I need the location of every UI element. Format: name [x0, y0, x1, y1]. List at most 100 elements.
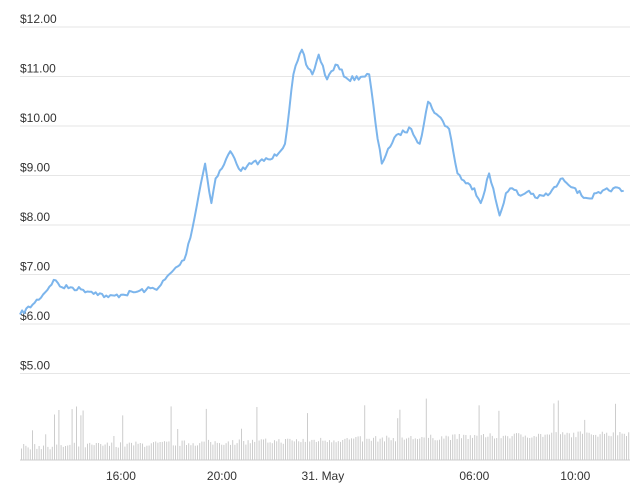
volume-bar: [168, 441, 170, 460]
volume-bar: [555, 432, 557, 460]
volume-bar: [267, 442, 269, 460]
volume-bar: [293, 441, 295, 460]
volume-bar: [511, 436, 513, 460]
volume-bar: [311, 439, 313, 460]
volume-bar: [124, 446, 126, 460]
volume-bar: [221, 444, 223, 460]
volume-bar: [450, 440, 451, 460]
volume-bar: [144, 446, 146, 460]
volume-bar: [194, 445, 196, 460]
volume-bar: [340, 441, 341, 460]
x-tick-label: 31. May: [302, 469, 345, 483]
volume-bar: [377, 441, 379, 460]
y-tick-label: $7.00: [20, 260, 50, 274]
volume-bar: [606, 432, 608, 460]
volume-bar: [296, 439, 297, 460]
volume-bar: [188, 443, 190, 460]
volume-bar: [260, 439, 262, 460]
volume-bar: [368, 438, 370, 460]
volume-bar: [604, 433, 605, 460]
volume-bar: [524, 435, 526, 460]
volume-bar: [78, 446, 80, 460]
volume-bar: [421, 437, 423, 460]
volume-bar: [456, 438, 458, 460]
volume-bar: [40, 449, 42, 460]
volume-bar: [298, 441, 300, 460]
volume-bar: [546, 434, 548, 460]
volume-bar: [32, 430, 33, 460]
volume-bar: [27, 447, 29, 460]
volume-bar: [216, 442, 218, 460]
volume-bar: [38, 446, 40, 460]
volume-bar: [474, 435, 476, 460]
volume-bar: [95, 443, 97, 460]
volume-bar: [56, 444, 58, 460]
volume-bar: [60, 445, 62, 460]
volume-bar: [258, 440, 260, 460]
y-tick-label: $12.00: [20, 12, 57, 26]
volume-bar: [139, 443, 141, 460]
volume-bar: [54, 414, 55, 460]
volume-bar: [300, 442, 302, 460]
volume-bar: [289, 438, 291, 460]
volume-bar: [241, 428, 242, 460]
volume-bar: [197, 445, 198, 460]
volume-bar: [628, 432, 630, 460]
volume-bar: [425, 398, 427, 460]
volume-bar: [322, 440, 324, 460]
volume-bar: [414, 438, 416, 460]
volume-bar: [590, 434, 592, 460]
volume-bar: [164, 441, 165, 460]
volume-bar: [362, 441, 363, 460]
volume-bar: [126, 443, 128, 460]
x-tick-label: 10:00: [560, 469, 590, 483]
volume-bar: [522, 436, 524, 460]
x-tick-label: 16:00: [106, 469, 136, 483]
volume-bar: [399, 409, 401, 460]
y-tick-label: $10.00: [20, 111, 57, 125]
volume-bar: [342, 440, 344, 460]
volume-bar: [313, 439, 315, 460]
volume-bar: [227, 441, 229, 460]
volume-bar: [98, 443, 99, 460]
volume-bar: [29, 449, 31, 460]
volume-bar: [595, 434, 597, 460]
volume-bar: [599, 434, 601, 460]
volume-bar: [113, 436, 115, 460]
volume-bar: [329, 440, 330, 460]
volume-bar: [335, 442, 337, 460]
volume-bar: [390, 440, 392, 460]
volume-bar: [247, 440, 249, 460]
volume-bar: [507, 436, 509, 460]
volume-bar: [219, 443, 220, 460]
volume-bar: [49, 449, 51, 460]
volume-bar: [458, 434, 460, 460]
volume-bar: [366, 438, 368, 460]
x-tick-label: 20:00: [207, 469, 237, 483]
volume-bar: [388, 437, 390, 460]
volume-bar: [223, 444, 225, 460]
volume-bar: [500, 438, 502, 460]
volume-bar: [529, 438, 531, 460]
volume-bar: [80, 415, 82, 460]
volume-bar: [509, 438, 511, 460]
volume-bar: [560, 434, 561, 460]
volume-bar: [254, 441, 256, 460]
volume-bar: [89, 442, 91, 460]
volume-bar: [359, 436, 361, 460]
volume-bar: [463, 434, 465, 460]
volume-bar: [142, 443, 143, 460]
x-axis-ticks: 16:00 20:00 31. May 06:00 10:00: [106, 469, 591, 483]
volume-bar: [243, 441, 245, 460]
volume-bar: [331, 442, 333, 460]
volume-bar: [381, 437, 383, 460]
volume-bar: [291, 440, 293, 460]
volume-bar: [21, 448, 22, 460]
volume-bar: [608, 435, 610, 460]
y-tick-label: $5.00: [20, 359, 50, 373]
volume-bar: [566, 432, 568, 460]
volume-bar: [65, 446, 66, 460]
volume-bar: [82, 410, 84, 460]
price-series: [19, 48, 624, 315]
